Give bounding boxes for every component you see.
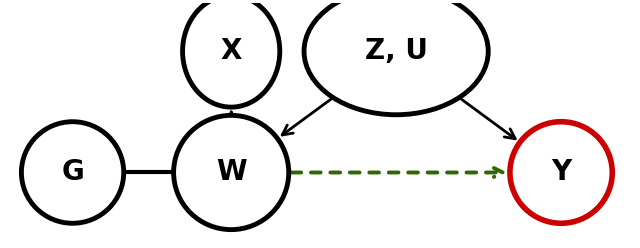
Text: Y: Y bbox=[551, 158, 572, 186]
Ellipse shape bbox=[173, 115, 289, 230]
Ellipse shape bbox=[21, 122, 124, 223]
Text: G: G bbox=[61, 158, 84, 186]
Text: X: X bbox=[221, 37, 242, 65]
Ellipse shape bbox=[182, 0, 280, 107]
Ellipse shape bbox=[304, 0, 488, 115]
Text: Z, U: Z, U bbox=[365, 37, 428, 65]
Text: W: W bbox=[216, 158, 246, 186]
Ellipse shape bbox=[510, 122, 612, 223]
